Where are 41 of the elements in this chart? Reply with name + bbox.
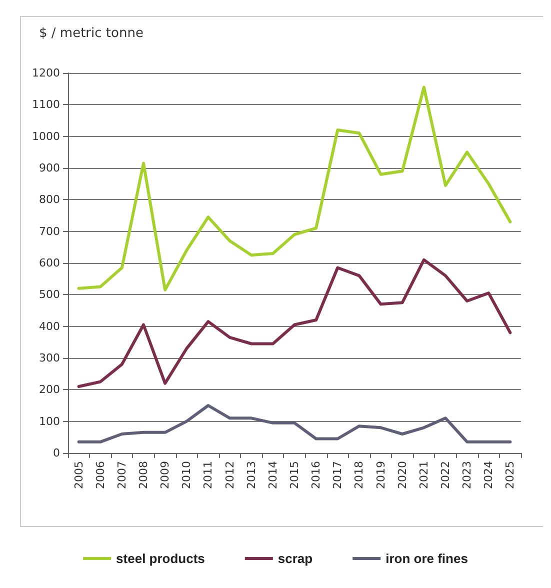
y-tick-label: 1200 xyxy=(32,66,60,80)
x-tick-label: 2019 xyxy=(374,461,388,489)
line-series xyxy=(77,258,512,388)
x-tick-label: 2011 xyxy=(202,461,215,489)
y-axis-title: $ / metric tonne xyxy=(39,26,144,41)
x-tick-label: 2023 xyxy=(460,461,474,489)
y-tick-label: 200 xyxy=(39,383,60,396)
x-tick-label: 2008 xyxy=(137,461,150,489)
y-tick-label: 600 xyxy=(39,256,60,270)
x-tick-label: 2005 xyxy=(72,461,86,489)
x-tick-label: 2020 xyxy=(396,461,409,489)
x-tick-label: 2016 xyxy=(310,461,323,489)
x-tick-label: 2022 xyxy=(439,461,452,489)
x-tick-label: 2024 xyxy=(482,461,496,489)
legend-label: scrap xyxy=(278,551,313,566)
legend-label: steel products xyxy=(116,551,205,566)
x-tick-label: 2014 xyxy=(266,461,280,489)
x-tick-label: 2006 xyxy=(94,461,107,489)
x-tick-label: 2017 xyxy=(331,461,344,489)
y-tick-label: 300 xyxy=(39,352,60,364)
y-tick-label: 1000 xyxy=(32,130,60,143)
line-series xyxy=(77,86,512,292)
y-tick-label: 0 xyxy=(53,446,60,460)
x-tick-label: 2013 xyxy=(244,461,258,489)
y-tick-label: 400 xyxy=(39,320,60,333)
y-tick-label: 800 xyxy=(39,193,60,206)
x-tick-label: 2018 xyxy=(352,461,366,489)
x-tick-label: 2010 xyxy=(180,461,194,489)
x-tick-label: 2015 xyxy=(288,461,301,489)
y-tick-label: 500 xyxy=(39,288,60,302)
y-tick-label: 900 xyxy=(39,162,60,174)
x-tick-label: 2021 xyxy=(417,461,430,489)
x-tick-label: 2007 xyxy=(115,461,128,489)
x-tick-label: 2009 xyxy=(158,461,172,489)
x-tick-label: 2025 xyxy=(504,461,517,489)
y-tick-label: 1100 xyxy=(32,98,60,112)
x-tick-label: 2012 xyxy=(223,461,236,489)
y-tick-label: 100 xyxy=(39,414,60,428)
legend-label: iron ore fines xyxy=(386,551,468,566)
line-series xyxy=(77,404,512,444)
y-tick-label: 700 xyxy=(39,224,60,238)
